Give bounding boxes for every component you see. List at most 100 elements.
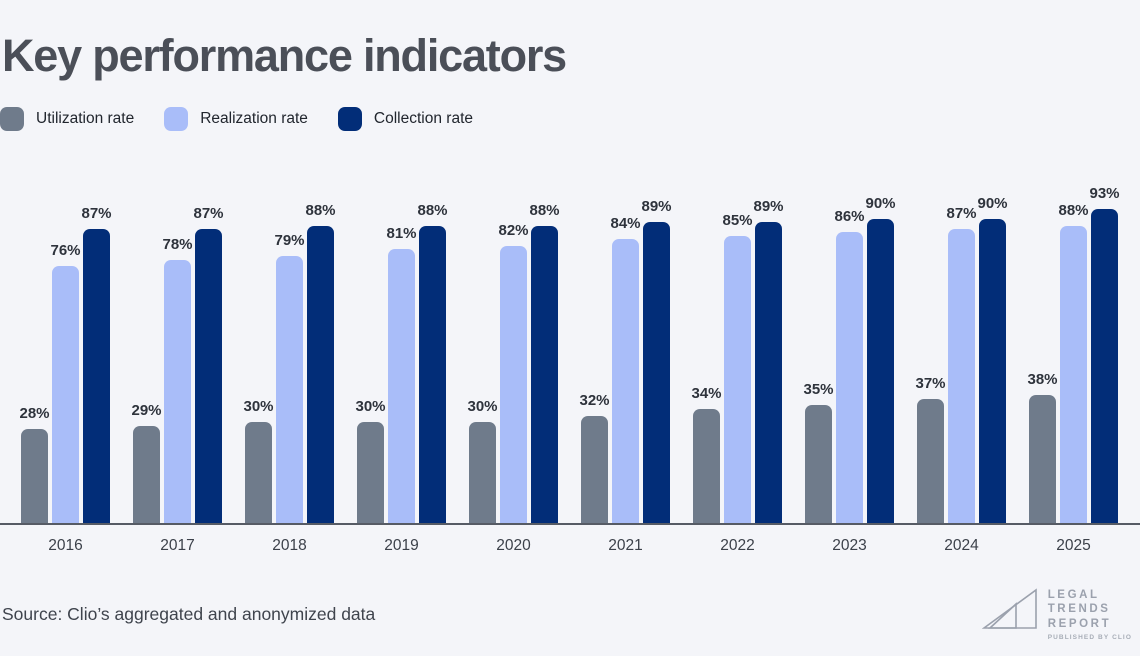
bar-group-2016: 28% 76% 87% bbox=[19, 205, 112, 524]
bar-collection-rate-2019: 88% bbox=[417, 202, 448, 524]
legend-item-utilization-rate: Utilization rate bbox=[0, 107, 134, 131]
bar-realization-rate-2020: 82% bbox=[498, 222, 529, 524]
bar-value-label: 35% bbox=[803, 381, 834, 398]
x-axis-label-2017: 2017 bbox=[160, 537, 195, 554]
bar-value-label: 84% bbox=[610, 215, 641, 232]
bar-group-2021: 32% 84% 89% bbox=[579, 198, 672, 524]
bar-realization-rate-2019: 81% bbox=[386, 225, 417, 524]
chart-title: Key performance indicators bbox=[2, 30, 567, 81]
bar-group-2025: 38% 88% 93% bbox=[1027, 185, 1120, 524]
bar-group-2020: 30% 82% 88% bbox=[467, 202, 560, 524]
logo-wordmark: LEGAL TRENDS REPORT PUBLISHED BY CLIO bbox=[1048, 588, 1132, 642]
x-axis-label-2016: 2016 bbox=[48, 537, 83, 554]
bar-realization-rate-2017: 78% bbox=[162, 236, 193, 524]
x-axis-label-2022: 2022 bbox=[720, 537, 755, 554]
bar-value-label: 87% bbox=[81, 205, 112, 222]
bar-value-label: 28% bbox=[19, 405, 50, 422]
bar-value-label: 38% bbox=[1027, 371, 1058, 388]
logo-wordmark-line: LEGAL bbox=[1047, 588, 1100, 601]
legend-label: Utilization rate bbox=[36, 110, 135, 127]
x-axis-label-2021: 2021 bbox=[608, 537, 643, 554]
bar-value-label: 37% bbox=[915, 375, 946, 392]
legend: Utilization rate Realization rate Collecti… bbox=[0, 107, 473, 131]
bar-group-2024: 37% 87% 90% bbox=[915, 195, 1008, 524]
bar-value-label: 86% bbox=[834, 208, 865, 225]
bar-realization-rate-2022: 85% bbox=[722, 212, 753, 524]
bar-group-2023: 35% 86% 90% bbox=[803, 195, 896, 524]
bar-value-label: 93% bbox=[1089, 185, 1120, 202]
x-axis-label-2024: 2024 bbox=[944, 537, 979, 554]
bar-value-label: 34% bbox=[691, 385, 722, 402]
bar-utilization-rate-2022: 34% bbox=[691, 385, 722, 524]
source-note: Source: Clio’s aggregated and anonymized… bbox=[2, 604, 376, 624]
x-axis-label-2023: 2023 bbox=[832, 537, 867, 554]
bar-value-label: 30% bbox=[243, 398, 274, 415]
bar-value-label: 30% bbox=[467, 398, 498, 415]
legend-item-realization-rate: Realization rate bbox=[164, 107, 308, 131]
legal-trends-report-logo-icon bbox=[981, 588, 1037, 629]
bar-utilization-rate-2023: 35% bbox=[803, 381, 834, 524]
bar-value-label: 88% bbox=[1058, 202, 1089, 219]
legend-swatch-icon bbox=[0, 107, 24, 131]
bar-group-2019: 30% 81% 88% bbox=[355, 202, 448, 524]
bar-group-2017: 29% 78% 87% bbox=[131, 205, 224, 524]
bar-realization-rate-2024: 87% bbox=[946, 205, 977, 524]
bar-utilization-rate-2024: 37% bbox=[915, 375, 946, 524]
bar-value-label: 85% bbox=[722, 212, 753, 229]
bar-collection-rate-2021: 89% bbox=[641, 198, 672, 524]
logo-tagline: PUBLISHED BY CLIO bbox=[1047, 634, 1132, 641]
bar-value-label: 89% bbox=[641, 198, 672, 215]
bar-utilization-rate-2017: 29% bbox=[131, 402, 162, 524]
bar-collection-rate-2017: 87% bbox=[193, 205, 224, 524]
bar-value-label: 88% bbox=[417, 202, 448, 219]
bar-realization-rate-2023: 86% bbox=[834, 208, 865, 524]
plot-area: 28% 76% 87% 29% 78% 87% 30% 79% 88% 30% 81% 88% 30% 8… bbox=[0, 184, 1140, 524]
bar-value-label: 88% bbox=[529, 202, 560, 219]
legend-swatch-icon bbox=[337, 107, 362, 131]
bars-row: 28% 76% 87% 29% 78% 87% 30% 79% 88% 30% 81% 88% 30% 8… bbox=[0, 184, 1140, 524]
bar-utilization-rate-2018: 30% bbox=[243, 398, 274, 524]
bar-collection-rate-2016: 87% bbox=[81, 205, 112, 524]
bar-value-label: 88% bbox=[305, 202, 336, 219]
bar-realization-rate-2025: 88% bbox=[1058, 202, 1089, 524]
x-axis-labels: 2016 2017 2018 2019 2020 2021 2022 2023 2024 2025 bbox=[0, 537, 1140, 555]
bar-value-label: 89% bbox=[753, 198, 784, 215]
bar-value-label: 81% bbox=[386, 225, 417, 242]
bar-value-label: 30% bbox=[355, 398, 386, 415]
bar-realization-rate-2016: 76% bbox=[50, 242, 81, 524]
bar-value-label: 32% bbox=[579, 392, 610, 409]
bar-utilization-rate-2021: 32% bbox=[579, 392, 610, 524]
bar-value-label: 87% bbox=[193, 205, 224, 222]
legend-swatch-icon bbox=[164, 107, 189, 131]
logo-wordmark-line: REPORT bbox=[1047, 617, 1112, 630]
bar-collection-rate-2020: 88% bbox=[529, 202, 560, 524]
bar-collection-rate-2024: 90% bbox=[977, 195, 1008, 524]
bar-value-label: 90% bbox=[977, 195, 1008, 212]
bar-realization-rate-2021: 84% bbox=[610, 215, 641, 524]
legend-item-collection-rate: Collection rate bbox=[337, 107, 473, 131]
bar-value-label: 29% bbox=[131, 402, 162, 419]
bar-value-label: 76% bbox=[50, 242, 81, 259]
x-axis-line bbox=[0, 523, 1140, 525]
x-axis-label-2018: 2018 bbox=[272, 537, 307, 554]
x-axis-label-2025: 2025 bbox=[1056, 537, 1091, 554]
bar-collection-rate-2023: 90% bbox=[865, 195, 896, 524]
bar-group-2018: 30% 79% 88% bbox=[243, 202, 336, 524]
bar-collection-rate-2025: 93% bbox=[1089, 185, 1120, 524]
bar-utilization-rate-2016: 28% bbox=[19, 405, 50, 524]
bar-value-label: 90% bbox=[865, 195, 896, 212]
bar-utilization-rate-2025: 38% bbox=[1027, 371, 1058, 524]
x-axis-label-2019: 2019 bbox=[384, 537, 419, 554]
brand-logo: LEGAL TRENDS REPORT PUBLISHED BY CLIO bbox=[981, 584, 1132, 642]
bar-value-label: 79% bbox=[274, 232, 305, 249]
x-axis-label-2020: 2020 bbox=[496, 537, 531, 554]
bar-utilization-rate-2020: 30% bbox=[467, 398, 498, 524]
bar-value-label: 87% bbox=[946, 205, 977, 222]
bar-collection-rate-2018: 88% bbox=[305, 202, 336, 524]
bar-group-2022: 34% 85% 89% bbox=[691, 198, 784, 524]
legend-label: Collection rate bbox=[373, 110, 473, 127]
bar-utilization-rate-2019: 30% bbox=[355, 398, 386, 524]
logo-wordmark-line: TRENDS bbox=[1047, 603, 1111, 615]
bar-collection-rate-2022: 89% bbox=[753, 198, 784, 524]
